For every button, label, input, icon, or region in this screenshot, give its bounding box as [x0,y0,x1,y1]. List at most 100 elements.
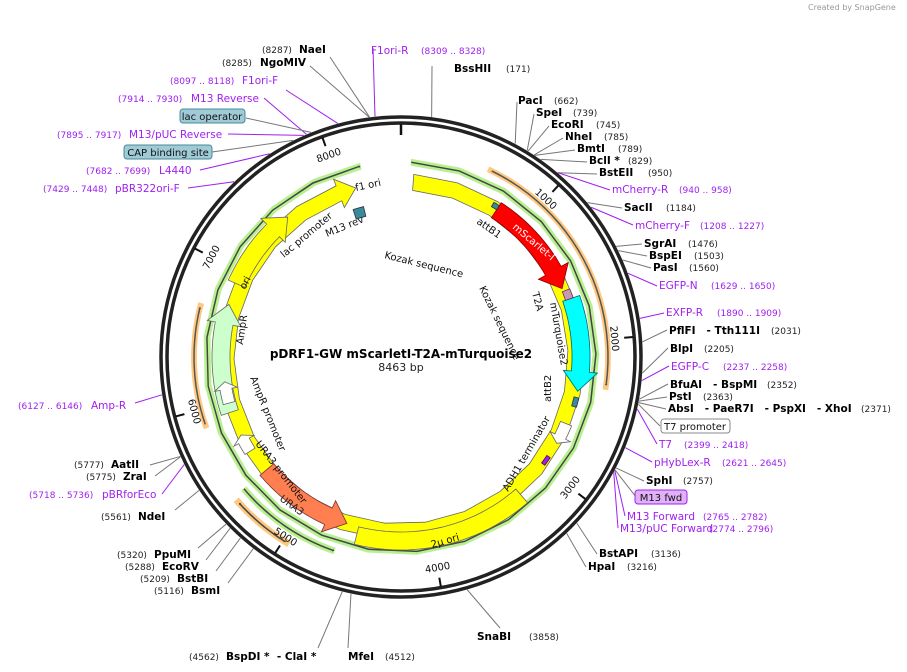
tick-mark [175,413,185,418]
enzyme-absi-xhoi[interactable]: AbsI - PaeR7I - PspXI - XhoI [668,403,852,415]
primer-f1ori-f[interactable]: F1ori-F [242,75,278,87]
primer-f1ori-r[interactable]: F1ori-R [371,45,408,57]
t7-promoter-label[interactable]: T7 promoter [660,418,731,434]
enzyme-ngomiv[interactable]: NgoMIV [260,57,307,69]
primer-egfp-c[interactable]: EGFP-C [671,361,709,373]
primer-m13-puc-reverse[interactable]: M13/pUC Reverse [129,129,222,141]
primer-t7[interactable]: T7 [658,439,672,451]
primer-amp-r[interactable]: Amp-R [91,400,126,412]
primer-pbrforeco[interactable]: pBRforEco [102,489,156,501]
feature-kozak-1[interactable]: Kozak sequence [383,250,464,280]
t7-promoter-text: T7 promoter [663,422,727,433]
enzyme-bsshii[interactable]: BssHII [454,63,491,75]
enzyme-pos: (5320) [117,551,147,561]
feature-t2a[interactable]: T2A [529,290,545,313]
enzyme-pos: (171) [506,65,530,75]
leader-line [317,591,343,649]
enzyme-bstapi[interactable]: BstAPI [599,548,638,560]
leader-line [614,469,637,498]
enzyme-pos: (2205) [704,345,734,355]
enzyme-mfei[interactable]: MfeI [348,651,374,663]
enzyme-pflfi-tth111i[interactable]: PflFI - Tth111I [669,325,760,337]
enzyme-bmti[interactable]: BmtI [577,143,605,155]
primer-egfp-n[interactable]: EGFP-N [659,280,698,292]
primer-mcherry-r[interactable]: mCherry-R [612,184,668,196]
leader-line [263,97,307,135]
lac-operator-label[interactable]: lac operator [179,108,246,124]
m13-mark [541,454,551,466]
enzyme-snabi[interactable]: SnaBI [477,631,511,643]
feature-ampr[interactable]: AmpR [235,314,250,345]
leader-line [285,89,339,124]
mturquoise2-arrow [562,294,599,392]
enzyme-hpai[interactable]: HpaI [588,561,615,573]
enzyme-pos: (3136) [651,550,681,560]
primer-range: (5718 .. 5736) [29,491,93,501]
feature-arcs [191,158,611,555]
leader-line [557,172,611,191]
m13-fwd-label[interactable]: M13 fwd [634,489,688,505]
leader-line [527,125,550,152]
enzyme-bsteii[interactable]: BstEII [599,167,633,179]
feature-attb2[interactable]: attB2 [543,375,554,402]
enzyme-sgrai[interactable]: SgrAI [644,238,676,250]
enzyme-pos: (5116) [154,587,184,597]
primer-exfp-r[interactable]: EXFP-R [666,307,703,319]
enzyme-bspei[interactable]: BspEI [649,250,682,262]
enzyme-spei[interactable]: SpeI [536,107,562,119]
enzyme-pos: (739) [573,109,597,119]
feature-f1-ori[interactable]: f1 ori [354,178,382,194]
enzyme-nhei[interactable]: NheI [565,131,592,143]
enzyme-blpi[interactable]: BlpI [670,343,693,355]
primer-mcherry-f[interactable]: mCherry-F [635,220,690,232]
primer-l4440[interactable]: L4440 [159,165,192,177]
enzyme-ndei[interactable]: NdeI [138,511,165,523]
tick-mark [438,577,442,587]
primer-range: (7895 .. 7917) [57,131,121,141]
enzyme-sacii[interactable]: SacII [624,202,653,214]
enzyme-pos: (2371) [861,405,891,415]
primer-m13-puc-forward[interactable]: M13/pUC Forward [620,523,713,535]
enzyme-pasi[interactable]: PasI [653,262,678,274]
enzyme-ppumi[interactable]: PpuMI [154,549,191,561]
enzyme-bcli[interactable]: BclI * [589,155,620,167]
primer-range: (8309 .. 8328) [421,47,485,57]
enzyme-pos: (1560) [689,264,719,274]
enzyme-paci[interactable]: PacI [518,95,543,107]
primer-range: (1208 .. 1227) [700,222,764,232]
leader-line [636,408,658,445]
attb1-mark [490,201,500,211]
enzyme-bfuai-bspmi[interactable]: BfuAI - BspMI [670,379,757,391]
enzyme-psti[interactable]: PstI [669,391,692,403]
ura3-arrow [259,463,348,533]
primer-pbr322ori-f[interactable]: pBR322ori-F [115,183,180,195]
enzyme-sphi[interactable]: SphI [646,475,672,487]
enzyme-aatii[interactable]: AatII [111,459,139,471]
leader-line [329,56,370,118]
primer-range: (2774 .. 2796) [709,525,773,535]
primer-phyblex-r[interactable]: pHybLex-R [654,457,711,469]
tick-label: 7000 [201,244,223,272]
enzyme-ecori[interactable]: EcoRI [551,119,584,131]
tick-label: 2000 [607,326,620,352]
enzyme-bspdi-clai[interactable]: BspDI * - ClaI * [226,651,317,663]
feature-ori[interactable]: ori [238,275,254,292]
orange-arc-bottom [233,497,291,547]
leader-line [347,593,352,649]
enzyme-ecorv[interactable]: EcoRV [162,561,200,573]
enzyme-bsmi[interactable]: BsmI [191,585,220,597]
enzyme-pos: (829) [628,157,652,167]
primer-range: (2765 .. 2782) [703,513,767,523]
orange-arc-right-line [491,170,609,386]
leader-line [161,464,185,495]
enzyme-zrai[interactable]: ZraI [123,471,147,483]
enzyme-pos: (1184) [666,204,696,214]
enzyme-bstbi[interactable]: BstBI [177,573,208,585]
plasmid-length: 8463 bp [378,361,423,374]
cap-binding-site-label[interactable]: CAP binding site [123,144,213,160]
leader-line [625,447,653,463]
enzyme-pos: (950) [648,169,672,179]
primer-m13-forward[interactable]: M13 Forward [627,511,695,523]
primer-m13-reverse[interactable]: M13 Reverse [191,93,259,105]
enzyme-naei[interactable]: NaeI [299,44,326,56]
